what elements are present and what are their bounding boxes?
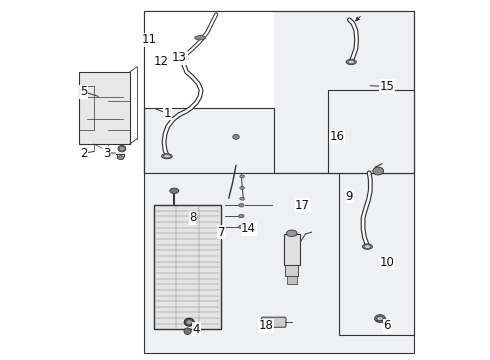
Text: 4: 4	[193, 323, 200, 336]
Ellipse shape	[195, 36, 205, 40]
Ellipse shape	[240, 186, 245, 189]
Text: 10: 10	[380, 256, 394, 269]
Text: 7: 7	[218, 226, 225, 239]
Ellipse shape	[163, 155, 171, 158]
Text: 6: 6	[384, 319, 391, 332]
Ellipse shape	[240, 175, 245, 178]
Text: 14: 14	[241, 222, 256, 235]
Ellipse shape	[170, 188, 179, 194]
Ellipse shape	[364, 245, 370, 248]
FancyBboxPatch shape	[284, 234, 300, 265]
Text: 15: 15	[380, 80, 394, 93]
Text: 3: 3	[103, 147, 110, 159]
Ellipse shape	[348, 60, 354, 64]
Ellipse shape	[184, 318, 194, 326]
Ellipse shape	[162, 154, 172, 159]
Ellipse shape	[373, 167, 384, 175]
FancyBboxPatch shape	[144, 11, 414, 173]
Ellipse shape	[374, 315, 386, 323]
Ellipse shape	[286, 230, 297, 237]
Text: 11: 11	[142, 33, 157, 46]
Text: 1: 1	[164, 107, 171, 120]
Ellipse shape	[118, 145, 126, 152]
FancyBboxPatch shape	[144, 173, 414, 353]
Text: 2: 2	[80, 147, 88, 159]
Text: 8: 8	[189, 211, 196, 224]
FancyBboxPatch shape	[144, 11, 274, 108]
Text: 18: 18	[258, 319, 273, 332]
FancyBboxPatch shape	[328, 90, 414, 173]
Ellipse shape	[186, 320, 193, 325]
FancyBboxPatch shape	[79, 72, 130, 144]
Ellipse shape	[233, 134, 239, 139]
Ellipse shape	[118, 156, 124, 159]
FancyBboxPatch shape	[339, 173, 414, 335]
Text: 16: 16	[329, 130, 344, 143]
Ellipse shape	[239, 214, 244, 218]
Text: 17: 17	[295, 199, 310, 212]
Ellipse shape	[184, 328, 191, 334]
Text: 9: 9	[345, 190, 353, 203]
FancyBboxPatch shape	[285, 265, 298, 276]
Ellipse shape	[120, 147, 124, 150]
Ellipse shape	[377, 316, 383, 321]
FancyBboxPatch shape	[287, 276, 297, 284]
Text: 12: 12	[154, 55, 169, 68]
Text: 5: 5	[80, 85, 87, 98]
Ellipse shape	[363, 244, 372, 249]
FancyBboxPatch shape	[262, 317, 286, 327]
FancyBboxPatch shape	[154, 205, 221, 329]
Text: 13: 13	[172, 51, 187, 64]
Ellipse shape	[240, 197, 245, 200]
Ellipse shape	[239, 203, 244, 207]
Ellipse shape	[346, 59, 356, 65]
Ellipse shape	[239, 225, 244, 229]
